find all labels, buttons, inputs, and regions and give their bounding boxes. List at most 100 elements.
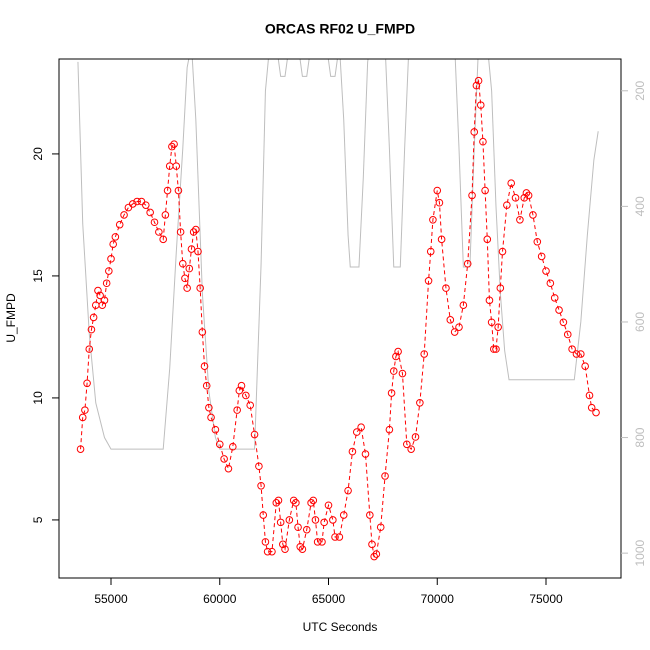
point bbox=[150, 218, 159, 227]
plot-frame bbox=[58, 58, 622, 579]
point bbox=[485, 296, 494, 305]
point bbox=[107, 255, 115, 263]
point bbox=[331, 533, 339, 541]
point bbox=[470, 128, 479, 136]
point bbox=[83, 379, 91, 388]
point bbox=[385, 425, 394, 434]
point bbox=[424, 277, 433, 285]
point bbox=[137, 197, 146, 206]
point bbox=[483, 235, 492, 244]
point bbox=[344, 486, 352, 495]
point bbox=[481, 186, 489, 195]
point bbox=[411, 433, 420, 441]
point bbox=[494, 323, 502, 331]
point bbox=[520, 194, 529, 202]
point bbox=[142, 201, 150, 209]
point bbox=[496, 284, 505, 292]
point bbox=[196, 284, 204, 292]
y-tick-label: 15 bbox=[31, 269, 45, 283]
point bbox=[463, 259, 472, 268]
point bbox=[170, 140, 178, 148]
point bbox=[198, 328, 207, 336]
point bbox=[392, 352, 400, 361]
point bbox=[274, 496, 283, 505]
point bbox=[192, 225, 200, 234]
series-line bbox=[80, 78, 597, 558]
point bbox=[339, 511, 348, 519]
point bbox=[220, 455, 228, 463]
point bbox=[178, 259, 187, 268]
y2-tick-label: 600 bbox=[633, 312, 647, 332]
point bbox=[285, 516, 294, 524]
point bbox=[533, 237, 542, 246]
point bbox=[437, 235, 446, 244]
point bbox=[124, 203, 133, 212]
point bbox=[183, 284, 191, 292]
point bbox=[516, 215, 524, 224]
point bbox=[294, 523, 302, 532]
point bbox=[313, 538, 322, 546]
point bbox=[229, 442, 237, 451]
point bbox=[472, 81, 481, 90]
point bbox=[446, 316, 455, 324]
point bbox=[511, 194, 520, 202]
point bbox=[572, 350, 581, 358]
point bbox=[555, 306, 563, 314]
point bbox=[329, 516, 337, 524]
point bbox=[387, 389, 396, 397]
point bbox=[94, 286, 102, 295]
point bbox=[476, 101, 485, 109]
point bbox=[435, 198, 444, 207]
point bbox=[429, 215, 437, 224]
point bbox=[474, 76, 483, 85]
point bbox=[524, 191, 533, 200]
point bbox=[490, 345, 498, 353]
point bbox=[276, 518, 285, 527]
point bbox=[98, 301, 107, 310]
point bbox=[255, 462, 263, 471]
point bbox=[498, 247, 507, 256]
x-tick-label: 55000 bbox=[94, 592, 128, 606]
point bbox=[381, 472, 389, 480]
point bbox=[215, 440, 224, 449]
point bbox=[492, 345, 500, 353]
point bbox=[296, 542, 305, 551]
point bbox=[563, 330, 572, 339]
point bbox=[366, 511, 374, 519]
y2-tick-label: 400 bbox=[633, 196, 647, 216]
point bbox=[155, 228, 163, 236]
point bbox=[128, 200, 137, 208]
point bbox=[268, 547, 276, 556]
point bbox=[348, 447, 357, 456]
point bbox=[507, 179, 516, 187]
plot-area bbox=[76, 59, 600, 561]
y2-tick-label: 200 bbox=[633, 80, 647, 100]
point bbox=[211, 425, 220, 434]
point bbox=[235, 386, 244, 395]
point bbox=[433, 186, 442, 195]
point bbox=[279, 540, 287, 549]
point bbox=[372, 550, 381, 558]
point bbox=[542, 267, 550, 275]
point bbox=[398, 369, 407, 378]
point bbox=[185, 264, 194, 273]
point bbox=[324, 501, 333, 510]
point bbox=[335, 533, 344, 541]
point bbox=[442, 284, 450, 292]
point bbox=[224, 464, 233, 473]
point bbox=[403, 440, 411, 449]
y-axis-label: U_FMPD bbox=[4, 293, 18, 343]
point bbox=[546, 279, 555, 288]
point bbox=[522, 189, 531, 197]
point bbox=[261, 538, 270, 546]
point bbox=[416, 399, 424, 407]
point bbox=[81, 406, 89, 414]
point bbox=[207, 413, 215, 422]
point bbox=[259, 511, 268, 519]
point bbox=[503, 201, 511, 209]
point bbox=[292, 499, 300, 507]
point bbox=[559, 318, 568, 327]
point bbox=[85, 345, 94, 353]
point bbox=[163, 186, 172, 195]
